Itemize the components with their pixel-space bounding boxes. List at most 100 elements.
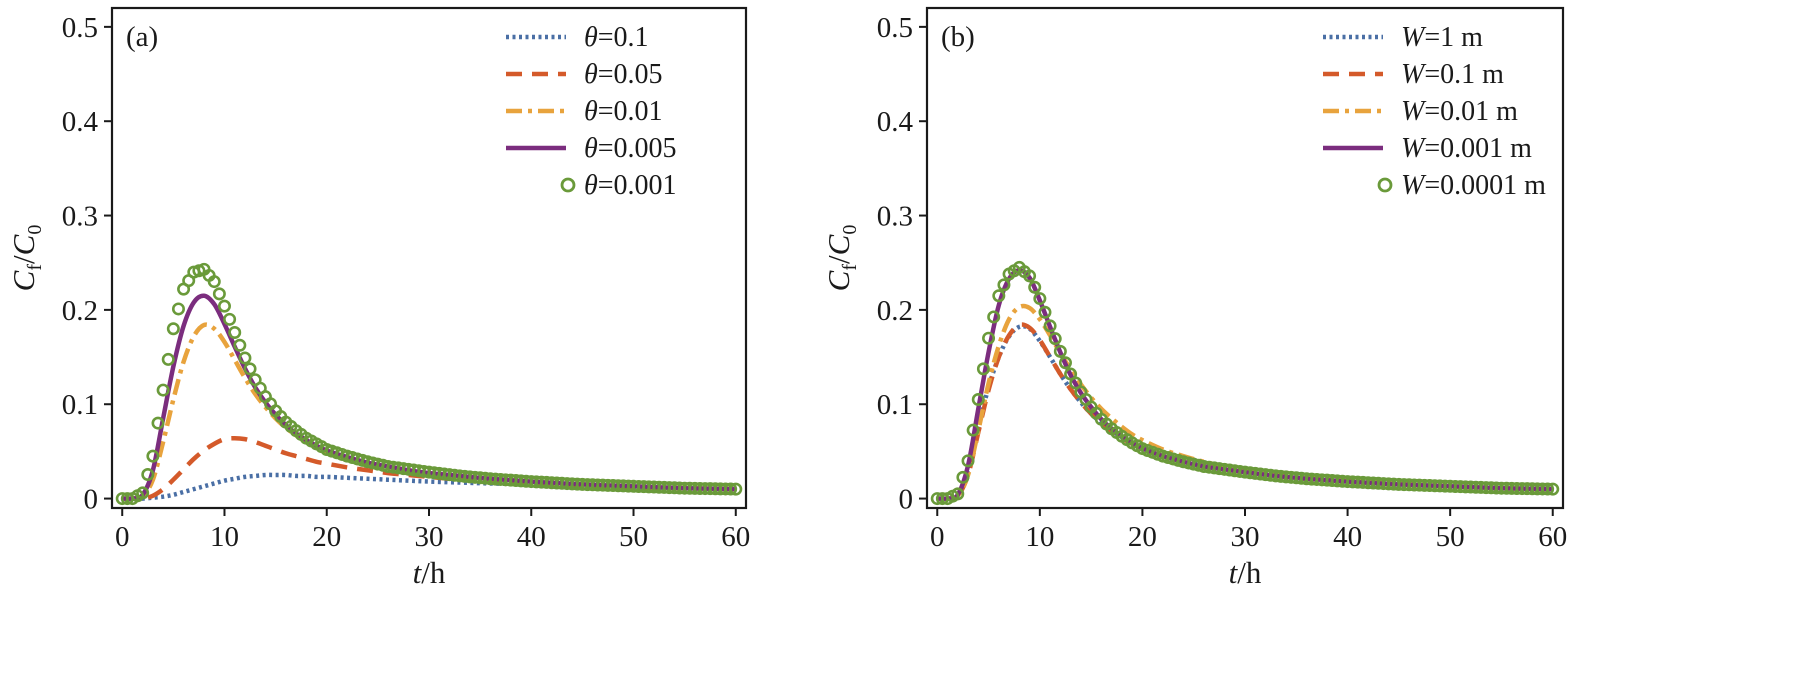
x-tick-label: 0 — [930, 521, 945, 553]
panel-label: (b) — [941, 21, 975, 53]
legend-label: W=0.01 m — [1401, 96, 1518, 127]
data-point — [1541, 482, 1555, 496]
y-tick-label: 0.2 — [62, 295, 98, 327]
data-point — [223, 312, 237, 326]
y-tick-label: 0.5 — [877, 12, 913, 44]
x-axis-title: t/h — [1229, 555, 1262, 590]
data-point — [956, 470, 970, 484]
legend-item: W=0.1 m — [1323, 59, 1504, 90]
x-tick-label: 40 — [517, 521, 546, 553]
legend-item: θ=0.005 — [506, 133, 677, 164]
data-point — [161, 352, 175, 366]
data-point — [971, 393, 985, 407]
data-point — [1546, 482, 1560, 496]
legend: W=1 m W=0.1 m W=0.01 m W=0.001 m W=0.0001 m — [1323, 22, 1546, 201]
legend-item: θ=0.01 — [506, 96, 663, 127]
data-point — [951, 487, 965, 501]
x-tick-label: 0 — [115, 521, 130, 553]
x-axis-unit: /h — [1237, 555, 1262, 590]
legend-item: W=0.0001 m — [1377, 170, 1546, 201]
y-tick-label: 0.5 — [62, 12, 98, 44]
data-point — [166, 322, 180, 336]
x-tick-label: 10 — [210, 521, 239, 553]
y-axis-title: Cf/C0 — [6, 225, 46, 292]
data-point — [992, 289, 1006, 303]
data-point — [217, 299, 231, 313]
plot-area — [930, 260, 1560, 506]
data-point — [1028, 280, 1042, 294]
data-point — [238, 351, 252, 365]
x-tick-label: 60 — [721, 521, 750, 553]
y-tick-label: 0.1 — [877, 389, 913, 421]
x-axis-var: t — [413, 555, 423, 590]
x-axis-var: t — [1229, 555, 1239, 590]
legend-label: W=1 m — [1401, 22, 1483, 53]
data-point — [1043, 319, 1057, 333]
x-tick-label: 50 — [1436, 521, 1465, 553]
legend: θ=0.1 θ=0.05 θ=0.01 θ=0.005 θ=0.001 — [506, 22, 677, 201]
x-tick-label: 10 — [1025, 521, 1054, 553]
x-tick-label: 60 — [1538, 521, 1567, 553]
legend-label: θ=0.1 — [584, 22, 649, 53]
data-point — [976, 362, 990, 376]
legend-marker — [560, 177, 576, 193]
x-tick-label: 30 — [415, 521, 444, 553]
legend-label: W=0.001 m — [1401, 133, 1532, 164]
x-axis-title: t/h — [413, 555, 446, 590]
legend-item: W=1 m — [1323, 22, 1483, 53]
y-tick-label: 0.2 — [877, 295, 913, 327]
legend-item: W=0.001 m — [1323, 133, 1532, 164]
y-tick-label: 0.3 — [877, 201, 913, 233]
data-point — [997, 278, 1011, 292]
legend-marker — [1377, 177, 1393, 193]
legend-label: θ=0.01 — [584, 96, 663, 127]
legend-label: θ=0.001 — [584, 170, 677, 201]
legend-item: θ=0.001 — [560, 170, 677, 201]
series-markers-4 — [115, 262, 743, 506]
y-tick-label: 0 — [899, 484, 914, 516]
data-point — [156, 383, 170, 397]
data-point — [729, 482, 743, 496]
data-point — [961, 454, 975, 468]
legend-item: W=0.01 m — [1323, 96, 1518, 127]
series-line-0 — [122, 472, 736, 501]
series-markers-4 — [930, 260, 1560, 506]
data-point — [136, 486, 150, 500]
data-point — [141, 468, 155, 482]
x-tick-label: 40 — [1333, 521, 1362, 553]
data-point — [1048, 332, 1062, 346]
y-tick-label: 0.3 — [62, 201, 98, 233]
data-point — [233, 338, 247, 352]
series-line-1 — [122, 435, 736, 502]
panel-a: 0 10 20 30 40 50 60 0 0.1 0.2 0.3 0.4 0.5 t/h Cf/C0 (a)… — [6, 6, 750, 590]
series-line-3 — [937, 268, 1553, 502]
x-tick-label: 50 — [619, 521, 648, 553]
y-axis-title: Cf/C0 — [821, 225, 861, 292]
data-point — [1038, 305, 1052, 319]
legend-item: θ=0.05 — [506, 59, 663, 90]
legend-label: W=0.1 m — [1401, 59, 1504, 90]
data-point — [171, 302, 185, 316]
y-tick-label: 0.4 — [62, 106, 99, 138]
series-line-2 — [122, 322, 736, 502]
panel-label: (a) — [126, 21, 158, 53]
y-tick-label: 0.1 — [62, 389, 98, 421]
legend-label: θ=0.05 — [584, 59, 663, 90]
data-point — [1058, 356, 1072, 370]
x-tick-label: 20 — [312, 521, 341, 553]
data-point — [243, 362, 257, 376]
data-point — [1053, 344, 1067, 358]
y-tick-label: 0 — [84, 484, 99, 516]
panel-b: 0 10 20 30 40 50 60 0 0.1 0.2 0.3 0.4 0.5 t/h Cf/C0 (b)… — [821, 6, 1567, 590]
data-point — [151, 416, 165, 430]
data-point — [146, 449, 160, 463]
data-point — [987, 310, 1001, 324]
data-point — [1033, 292, 1047, 306]
data-point — [207, 275, 221, 289]
data-point — [228, 326, 242, 340]
x-axis-unit: /h — [421, 555, 446, 590]
data-point — [966, 423, 980, 437]
data-point — [982, 331, 996, 345]
data-point — [1023, 269, 1037, 283]
